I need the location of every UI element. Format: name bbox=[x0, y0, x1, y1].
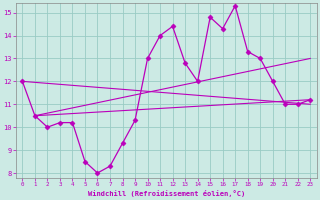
X-axis label: Windchill (Refroidissement éolien,°C): Windchill (Refroidissement éolien,°C) bbox=[88, 190, 245, 197]
